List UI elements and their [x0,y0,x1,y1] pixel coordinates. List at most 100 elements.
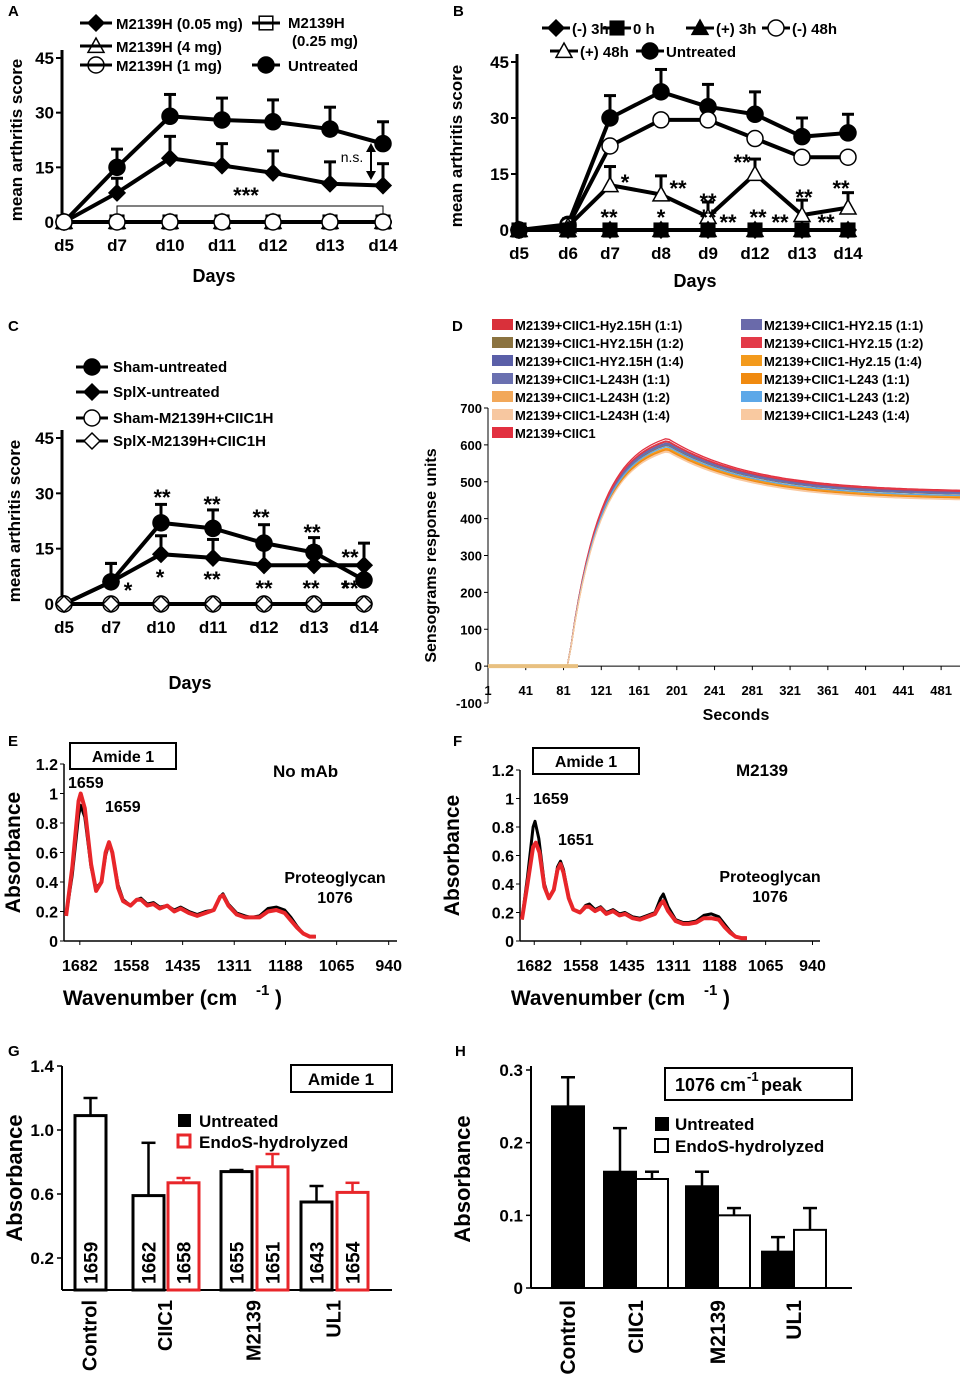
sensogram-curve [488,444,961,667]
bar-wavenumber-label: 1651 [264,1241,285,1284]
legend-swatch [655,1117,669,1131]
peak-label: 1659 [68,775,104,792]
x-tick-label: Control [80,1300,102,1371]
x-tick-label: 1558 [114,958,150,975]
x-tick-label: 1682 [62,958,98,975]
significance-label: ** [817,210,835,235]
baseline-segment [488,664,578,669]
legend-marker [690,18,710,36]
y-axis-label: mean arthritis score [7,59,26,222]
y-axis-label: Absorbance [2,792,25,913]
legend-label: M2139+CIIC1-HY2.15 (1:2) [764,336,923,351]
y-tick-label: 15 [490,165,509,184]
bar-wavenumber-label: 1643 [308,1242,329,1284]
x-tick-label: 241 [704,683,726,698]
panel-letter: G [8,1043,20,1060]
marker-triangle [600,220,620,238]
amide-box [532,747,640,775]
significance-label: ** [153,485,171,510]
y-tick-label: 0.8 [36,816,58,833]
marker-circle [374,213,392,231]
x-tick-label: 401 [855,683,877,698]
marker-triangle [651,184,671,202]
peak-label: 1659 [105,799,141,816]
bar [335,1190,370,1292]
y-axis-label: Sensograms response units [423,448,440,662]
x-tick-label: 1188 [268,958,303,975]
marker-circle [601,137,619,155]
marker-diamond [82,431,102,451]
panel-letter: C [8,318,19,335]
y-axis-label: Absorbance [441,795,464,916]
ns-arrowhead [366,143,376,152]
y-tick-label: 30 [490,109,509,128]
bar-wavenumber-label: 1654 [344,1241,365,1284]
significance-label: ** [341,545,359,570]
data-point [745,164,765,182]
data-point [151,545,171,564]
significance-label: ** [600,205,618,230]
data-point [839,148,857,166]
data-point [838,198,858,215]
y-tick-label: 30 [35,484,54,503]
legend-swatch [492,373,513,384]
x-tick-label: UL1 [324,1300,346,1338]
sensogram-curve [488,449,961,667]
ns-arrowhead [366,171,376,180]
y-tick-label: 200 [460,585,482,600]
marker-circle [83,358,101,376]
significance-label: ** [669,176,687,201]
bar [603,1170,637,1289]
peak-box-superscript: -1 [747,1069,759,1084]
panel-letter: D [452,318,463,335]
marker-circle [213,111,231,129]
marker-triangle [792,220,812,238]
marker-diamond [212,156,232,175]
y-tick-label: 300 [460,549,482,564]
x-axis-label: Seconds [703,707,770,724]
data-point [254,594,274,614]
y-tick-label: 30 [35,104,54,123]
bar-wavenumber-label: 1658 [175,1242,196,1284]
y-tick-label: 100 [460,622,482,637]
significance-label: * [341,576,350,601]
proteoglycan-label: Proteoglycan [719,869,820,886]
y-tick-label: 0 [505,934,514,951]
legend-label: M2139+CIIC1-Hy2.15 (1:4) [764,354,922,369]
x-tick-label: 281 [741,683,763,698]
spectrum-line [64,791,316,939]
x-tick-label: d14 [349,618,379,637]
sensogram-curve [488,442,960,667]
significance-label: ** [341,576,359,601]
marker-triangle [698,220,718,238]
data-point [304,594,324,614]
data-point [213,213,231,231]
legend-label: SplX-untreated [113,384,220,401]
amide-box-label: Amide 1 [555,754,617,771]
x-tick-label: 321 [779,683,801,698]
bar-wavenumber-label: 1659 [82,1242,103,1284]
x-tick-label: UL1 [783,1300,806,1340]
significance-label: ** [771,210,789,235]
marker-diamond [304,594,324,614]
x-tick-label: 1311 [656,958,691,975]
marker-diamond [82,382,102,402]
x-tick-label: d12 [258,236,287,255]
y-tick-label: 0.3 [499,1061,523,1080]
significance-label: * [657,205,666,230]
legend-swatch [741,391,762,402]
marker-circle [652,111,670,129]
bar [166,1181,201,1292]
amide-box-label: Amide 1 [308,1070,374,1089]
legend-label: Untreated [666,44,736,61]
y-tick-label: 0.2 [492,906,514,923]
legend-label: M2139+CIIC1-L243H (1:2) [515,390,670,405]
legend-swatch [178,1114,191,1127]
data-point [264,113,282,131]
y-tick-label: 1.0 [30,1121,54,1140]
y-tick-label: 0.6 [36,846,58,863]
data-point [558,220,578,238]
x-tick-label: d7 [107,236,127,255]
y-tick-label: 0.8 [492,820,514,837]
series-line [518,171,849,232]
